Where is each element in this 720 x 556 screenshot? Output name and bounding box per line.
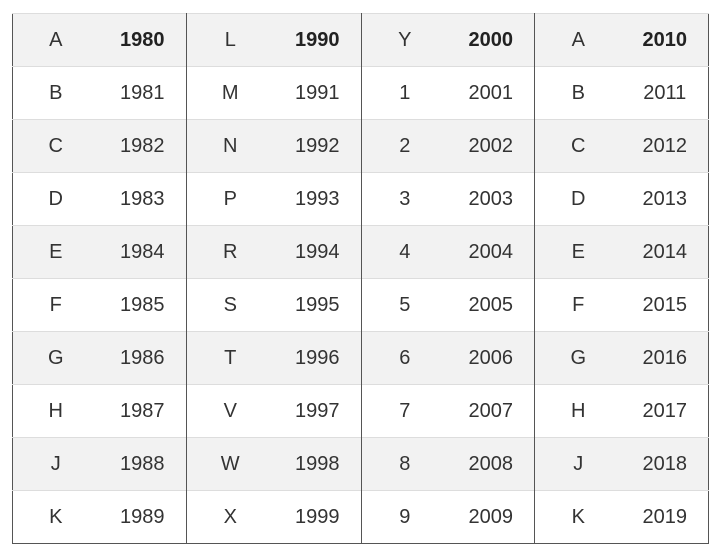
year-cell: 1980 <box>98 13 187 67</box>
year-cell: 1991 <box>273 66 362 120</box>
code-cell: F <box>534 278 622 332</box>
code-cell: X <box>186 490 274 544</box>
table-row: B 1981 M 1991 1 2001 B 2011 <box>12 66 709 120</box>
year-cell: 2006 <box>447 331 535 385</box>
code-cell: H <box>12 384 99 438</box>
year-cell: 2004 <box>447 225 535 279</box>
year-cell: 2015 <box>621 278 709 332</box>
code-cell: 3 <box>361 172 448 226</box>
year-cell: 1994 <box>273 225 362 279</box>
code-cell: Y <box>361 13 448 67</box>
code-cell: 2 <box>361 119 448 173</box>
year-cell: 1986 <box>98 331 187 385</box>
code-cell: 5 <box>361 278 448 332</box>
code-cell: L <box>186 13 274 67</box>
code-cell: 1 <box>361 66 448 120</box>
code-cell: B <box>12 66 99 120</box>
year-cell: 1997 <box>273 384 362 438</box>
table-row: G 1986 T 1996 6 2006 G 2016 <box>12 331 709 385</box>
year-cell: 1990 <box>273 13 362 67</box>
table-row: F 1985 S 1995 5 2005 F 2015 <box>12 278 709 332</box>
code-cell: R <box>186 225 274 279</box>
table-row: C 1982 N 1992 2 2002 C 2012 <box>12 119 709 173</box>
code-cell: H <box>534 384 622 438</box>
year-code-table: A 1980 L 1990 Y 2000 A 2010 B 1981 M 1991 1 2001 B 2011… <box>12 13 709 544</box>
year-cell: 1985 <box>98 278 187 332</box>
code-cell: W <box>186 437 274 491</box>
table-row: H 1987 V 1997 7 2007 H 2017 <box>12 384 709 438</box>
year-cell: 2008 <box>447 437 535 491</box>
code-cell: D <box>12 172 99 226</box>
year-cell: 2009 <box>447 490 535 544</box>
year-cell: 1998 <box>273 437 362 491</box>
table-row: D 1983 P 1993 3 2003 D 2013 <box>12 172 709 226</box>
code-cell: K <box>12 490 99 544</box>
code-cell: A <box>12 13 99 67</box>
code-cell: A <box>534 13 622 67</box>
year-cell: 2010 <box>621 13 709 67</box>
table-row: A 1980 L 1990 Y 2000 A 2010 <box>12 13 709 67</box>
code-cell: K <box>534 490 622 544</box>
code-cell: 6 <box>361 331 448 385</box>
year-cell: 1981 <box>98 66 187 120</box>
code-cell: C <box>534 119 622 173</box>
year-cell: 2019 <box>621 490 709 544</box>
year-cell: 2013 <box>621 172 709 226</box>
year-cell: 1996 <box>273 331 362 385</box>
year-cell: 1999 <box>273 490 362 544</box>
year-cell: 1983 <box>98 172 187 226</box>
year-cell: 1984 <box>98 225 187 279</box>
year-cell: 2012 <box>621 119 709 173</box>
year-cell: 1988 <box>98 437 187 491</box>
table-row: E 1984 R 1994 4 2004 E 2014 <box>12 225 709 279</box>
code-cell: J <box>534 437 622 491</box>
year-cell: 2016 <box>621 331 709 385</box>
table-row: J 1988 W 1998 8 2008 J 2018 <box>12 437 709 491</box>
code-cell: S <box>186 278 274 332</box>
year-cell: 2017 <box>621 384 709 438</box>
table-body: A 1980 L 1990 Y 2000 A 2010 B 1981 M 1991 1 2001 B 2011… <box>12 13 709 544</box>
code-cell: C <box>12 119 99 173</box>
code-cell: P <box>186 172 274 226</box>
code-cell: G <box>534 331 622 385</box>
code-cell: G <box>12 331 99 385</box>
code-cell: 8 <box>361 437 448 491</box>
year-cell: 1995 <box>273 278 362 332</box>
year-cell: 2003 <box>447 172 535 226</box>
year-cell: 1993 <box>273 172 362 226</box>
year-cell: 2007 <box>447 384 535 438</box>
year-cell: 2018 <box>621 437 709 491</box>
year-cell: 2014 <box>621 225 709 279</box>
year-cell: 1989 <box>98 490 187 544</box>
code-cell: T <box>186 331 274 385</box>
code-cell: E <box>12 225 99 279</box>
code-cell: V <box>186 384 274 438</box>
code-cell: E <box>534 225 622 279</box>
code-cell: 7 <box>361 384 448 438</box>
year-cell: 1982 <box>98 119 187 173</box>
year-cell: 2002 <box>447 119 535 173</box>
code-cell: N <box>186 119 274 173</box>
year-cell: 2000 <box>447 13 535 67</box>
code-cell: 4 <box>361 225 448 279</box>
table-row: K 1989 X 1999 9 2009 K 2019 <box>12 490 709 544</box>
code-cell: B <box>534 66 622 120</box>
table-container: A 1980 L 1990 Y 2000 A 2010 B 1981 M 1991 1 2001 B 2011… <box>12 13 709 544</box>
code-cell: M <box>186 66 274 120</box>
code-cell: J <box>12 437 99 491</box>
code-cell: D <box>534 172 622 226</box>
year-cell: 1992 <box>273 119 362 173</box>
year-cell: 2005 <box>447 278 535 332</box>
code-cell: 9 <box>361 490 448 544</box>
code-cell: F <box>12 278 99 332</box>
year-cell: 2001 <box>447 66 535 120</box>
year-cell: 2011 <box>621 66 709 120</box>
year-cell: 1987 <box>98 384 187 438</box>
